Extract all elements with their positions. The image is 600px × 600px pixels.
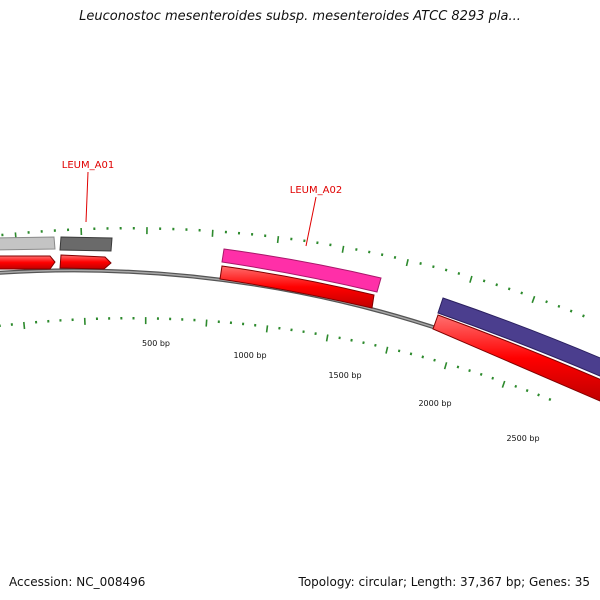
scale-label-1500: 1500 bp xyxy=(328,371,361,380)
minor-tick xyxy=(368,250,371,254)
minor-tick xyxy=(433,358,436,362)
scale-label-2000: 2000 bp xyxy=(418,399,451,408)
outer-tick-ring xyxy=(1,226,585,318)
minor-tick xyxy=(495,283,499,287)
major-tick xyxy=(23,321,26,330)
minor-tick xyxy=(479,372,483,376)
major-tick xyxy=(385,346,389,354)
major-tick xyxy=(265,325,269,333)
minor-tick xyxy=(374,343,377,347)
minor-tick xyxy=(525,389,529,393)
cds-arrow[interactable] xyxy=(219,265,375,309)
minor-tick xyxy=(421,355,425,359)
minor-tick xyxy=(582,314,585,318)
major-tick xyxy=(276,236,280,244)
minor-tick xyxy=(409,352,413,356)
gene-label-leum-a02[interactable]: LEUM_A02 xyxy=(290,185,342,196)
topology-info: Topology: circular; Length: 37,367 bp; G… xyxy=(298,575,590,589)
accession-label: Accession: NC_008496 xyxy=(9,575,146,589)
cds-arrow[interactable] xyxy=(432,314,600,402)
major-tick xyxy=(443,362,448,370)
gene-band-purple[interactable] xyxy=(437,297,600,377)
cds-arrow[interactable] xyxy=(59,254,112,270)
minor-tick xyxy=(491,376,495,380)
minor-tick xyxy=(350,338,353,342)
minor-tick xyxy=(545,300,548,304)
leader-line-leum-a02 xyxy=(305,196,317,247)
scale-label-1000: 1000 bp xyxy=(233,351,266,360)
minor-tick xyxy=(537,393,540,397)
gene-label-leum-a01[interactable]: LEUM_A01 xyxy=(62,160,114,171)
minor-tick xyxy=(380,253,384,257)
minor-tick xyxy=(520,291,524,295)
leader-line-leum-a01 xyxy=(85,171,89,223)
minor-tick xyxy=(507,287,511,291)
minor-tick xyxy=(419,262,422,265)
minor-tick xyxy=(355,248,358,251)
minor-tick xyxy=(557,304,561,308)
major-tick xyxy=(531,295,536,304)
major-tick xyxy=(469,275,473,283)
minor-tick xyxy=(362,341,365,345)
minor-tick xyxy=(468,369,471,373)
major-tick xyxy=(325,334,329,342)
minor-tick xyxy=(456,365,460,369)
minor-tick xyxy=(514,384,518,388)
map-title: Leuconostoc mesenteroides subsp. mesente… xyxy=(79,9,521,24)
minor-tick xyxy=(457,272,461,275)
major-tick xyxy=(205,319,208,327)
scale-label-2500: 2500 bp xyxy=(506,434,539,443)
minor-tick xyxy=(569,309,573,313)
gene-band-gray-dark[interactable] xyxy=(59,236,113,252)
minor-tick xyxy=(393,255,397,259)
major-tick xyxy=(341,245,345,253)
minor-tick xyxy=(397,349,401,353)
scale-label-500: 500 bp xyxy=(142,339,170,348)
major-tick xyxy=(405,259,409,267)
minor-tick xyxy=(482,279,486,283)
minor-tick xyxy=(444,268,448,272)
gene-band-gray-light[interactable] xyxy=(0,236,56,251)
major-tick xyxy=(501,380,506,388)
minor-tick xyxy=(548,397,552,401)
gene-band-pink-leum-a02[interactable] xyxy=(221,248,382,293)
minor-tick xyxy=(432,265,435,269)
cds-arrow[interactable] xyxy=(0,255,56,270)
scale-tick-ring xyxy=(0,316,552,401)
